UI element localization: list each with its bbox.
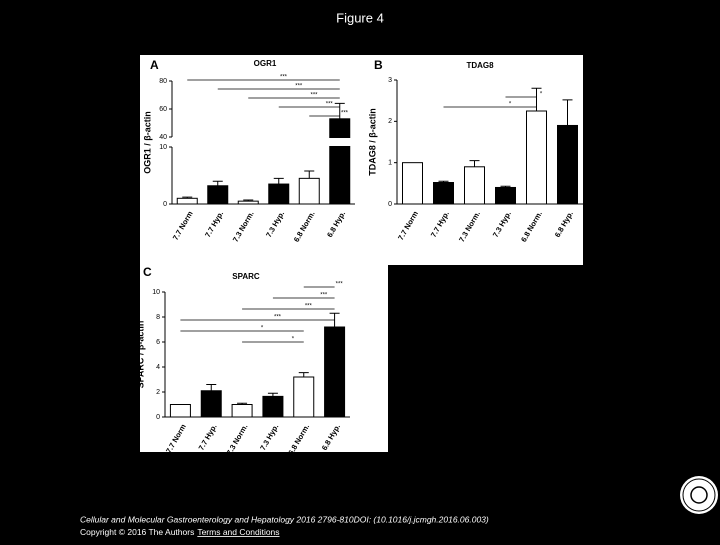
terms-link[interactable]: Terms and Conditions: [197, 527, 279, 537]
bar: [298, 177, 320, 205]
y-tick-label: 8: [156, 314, 160, 321]
bar: [268, 183, 290, 205]
y-tick-label: 0: [163, 201, 167, 208]
error-bar: [182, 196, 193, 199]
error-bar: [304, 170, 315, 179]
chart-title: SPARC: [232, 272, 260, 281]
citation: Cellular and Molecular Gastroenterology …: [80, 514, 489, 524]
y-tick-label: 6: [156, 339, 160, 346]
significance-label: ***: [280, 75, 288, 81]
significance-label: ***: [305, 304, 313, 310]
y-tick-label: 2: [156, 389, 160, 396]
bar: [495, 186, 516, 205]
bar: [324, 326, 346, 418]
bar: [557, 124, 578, 205]
error-bar: [469, 160, 480, 167]
figure-top: [140, 55, 583, 265]
error-bar: [206, 384, 217, 391]
bar: [231, 404, 253, 418]
panel-label: C: [143, 265, 152, 279]
y-tick-label: 4: [156, 364, 160, 371]
significance-label: ***: [310, 93, 318, 99]
error-bar: [243, 199, 254, 202]
logo: [680, 476, 718, 514]
bar: [200, 390, 222, 418]
y-tick-label: 10: [159, 144, 167, 151]
y-axis-title: OGR1 / β-actin: [142, 111, 152, 174]
bar: [176, 197, 198, 205]
chart-title: OGR1: [254, 59, 277, 68]
bar: [464, 166, 485, 205]
significance-label: ***: [326, 102, 334, 108]
copyright: Copyright © 2016 The Authors Terms and Co…: [80, 527, 280, 537]
significance-label: ***: [320, 293, 328, 299]
y-axis-title: TDAG8 / β-actin: [367, 108, 377, 176]
y-tick-label: 3: [388, 77, 392, 84]
slide-title: Figure 4: [336, 10, 384, 25]
error-bar: [212, 180, 223, 186]
significance-label: ***: [274, 315, 282, 321]
bar: [433, 182, 454, 205]
panel-label: B: [374, 58, 383, 72]
error-bar: [500, 185, 511, 188]
bar: [237, 200, 259, 205]
y-tick-label: 80: [159, 78, 167, 85]
error-bar: [298, 372, 309, 377]
copyright-text: Copyright © 2016 The Authors: [80, 527, 194, 537]
significance-label: *: [261, 326, 264, 332]
significance-label: ***: [336, 282, 344, 288]
significance-label: *: [292, 337, 295, 343]
error-bar: [237, 402, 248, 405]
y-tick-label: 0: [156, 414, 160, 421]
y-tick-label: 60: [159, 106, 167, 113]
y-tick-label: 40: [159, 134, 167, 141]
y-tick-label: 2: [388, 118, 392, 125]
bar: [402, 162, 423, 205]
figure-bottom: [140, 265, 388, 452]
bar: [293, 376, 315, 418]
error-bar: [267, 392, 278, 397]
y-tick-label: 0: [388, 201, 392, 208]
axis-break: [168, 138, 359, 146]
significance-label: *: [509, 102, 512, 108]
bar: [526, 110, 547, 205]
error-bar: [273, 177, 284, 185]
significance-label: ***: [341, 111, 349, 117]
bar: [262, 395, 284, 418]
error-bar: [438, 180, 449, 183]
panel-label: A: [150, 58, 159, 72]
y-tick-label: 10: [152, 289, 160, 296]
significance-label: *: [540, 92, 543, 98]
y-tick-label: 1: [388, 160, 392, 167]
bar: [207, 185, 229, 205]
error-bar: [562, 99, 573, 126]
y-axis-title: SPARC / β-actin: [135, 321, 145, 389]
significance-label: ***: [295, 84, 303, 90]
chart-title: TDAG8: [466, 61, 494, 70]
bar: [329, 118, 351, 205]
bar: [169, 404, 191, 418]
